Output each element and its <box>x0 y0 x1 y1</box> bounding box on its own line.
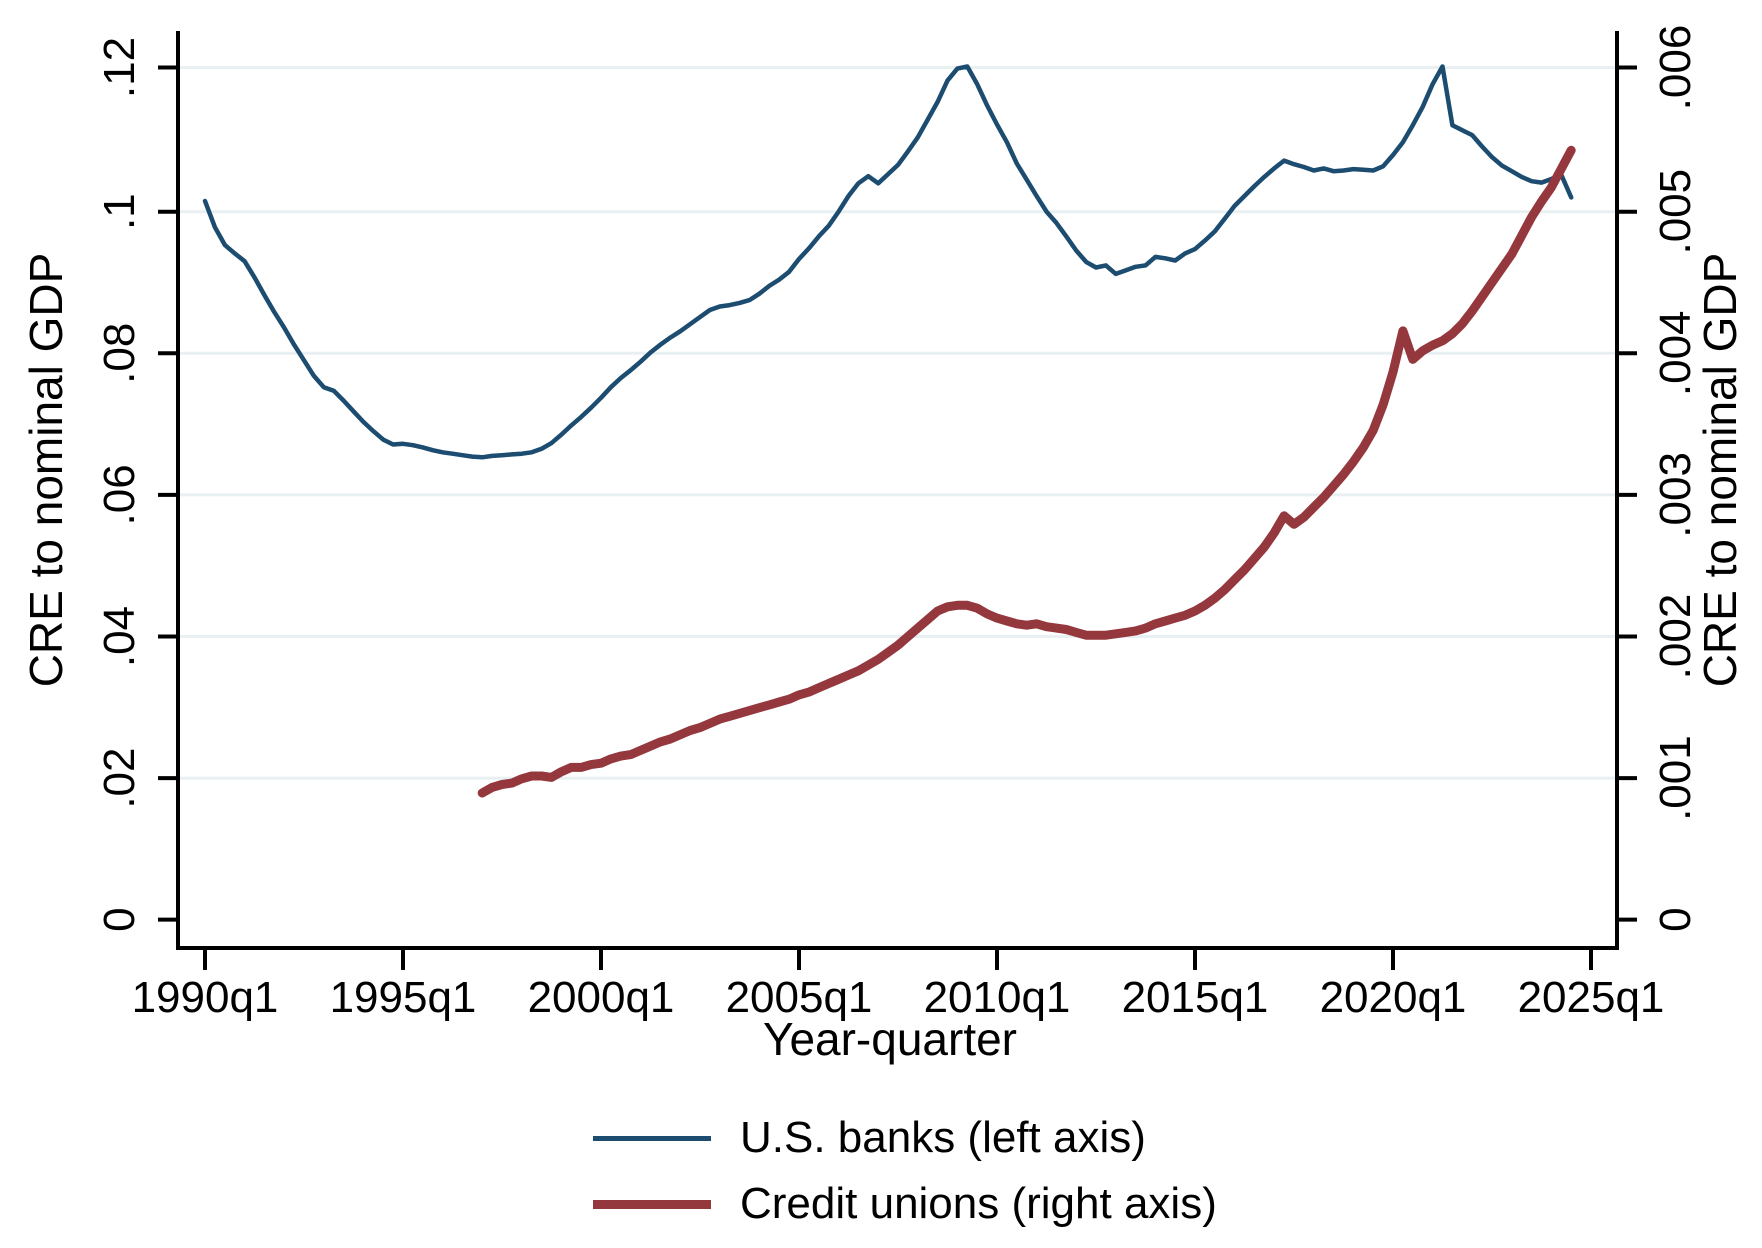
legend-label-credit-unions: Credit unions (right axis) <box>740 1179 1217 1228</box>
axis-lines <box>176 31 1619 950</box>
right-axis-title: CRE to nominal GDP <box>1694 253 1746 688</box>
legend-line-credit-unions <box>593 1199 711 1209</box>
x-axis-title: Year-quarter <box>763 1013 1017 1065</box>
x-tick-label: 2020q1 <box>1320 973 1467 1022</box>
right-tick-labels: .006 .005 .004 .003 .002 .001 0 <box>1651 25 1700 932</box>
left-tick-label: .1 <box>95 193 144 230</box>
left-tick-label: .08 <box>95 323 144 384</box>
x-tick-label: 2005q1 <box>726 973 873 1022</box>
right-tick-label: 0 <box>1651 907 1700 931</box>
left-tick-label: 0 <box>95 907 144 931</box>
left-axis-title: CRE to nominal GDP <box>20 253 72 688</box>
legend-label-us-banks: U.S. banks (left axis) <box>740 1113 1146 1162</box>
series-layer <box>202 64 1576 798</box>
right-tick-label: .003 <box>1651 452 1700 538</box>
x-tick-label: 2015q1 <box>1122 973 1269 1022</box>
gridlines <box>180 66 1615 780</box>
x-tick-label: 1990q1 <box>132 973 279 1022</box>
right-tick-label: .006 <box>1651 25 1700 111</box>
left-tick-label: .04 <box>95 606 144 667</box>
x-tick-label: 1995q1 <box>330 973 477 1022</box>
x-tick-labels: 1990q1 1995q1 2000q1 2005q1 2010q1 2015q… <box>132 973 1665 1022</box>
right-tick-label: .004 <box>1651 310 1700 396</box>
x-tick-label: 2025q1 <box>1518 973 1665 1022</box>
series-line-us-banks <box>202 64 1574 460</box>
legend-item-us-banks: U.S. banks (left axis) <box>593 1112 1146 1164</box>
x-tick-label: 2010q1 <box>924 973 1071 1022</box>
right-tick-label: .005 <box>1651 169 1700 255</box>
legend-item-credit-unions: Credit unions (right axis) <box>593 1178 1217 1230</box>
tick-marks <box>158 65 1637 970</box>
left-tick-label: .06 <box>95 464 144 525</box>
left-tick-label: .02 <box>95 748 144 809</box>
right-tick-label: .001 <box>1651 735 1700 821</box>
left-tick-labels: .12 .1 .08 .06 .04 .02 0 <box>95 37 144 932</box>
x-tick-label: 2000q1 <box>528 973 675 1022</box>
left-tick-label: .12 <box>95 37 144 98</box>
right-tick-label: .002 <box>1651 594 1700 680</box>
series-line-credit-unions <box>477 145 1576 798</box>
legend-line-us-banks <box>593 1135 711 1141</box>
